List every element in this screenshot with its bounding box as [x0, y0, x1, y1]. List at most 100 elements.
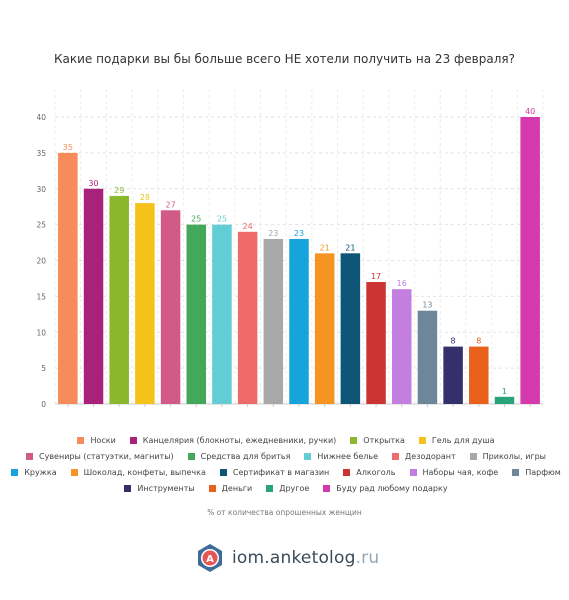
- legend-label: Открытка: [363, 435, 405, 445]
- legend-label: Другое: [279, 483, 310, 493]
- legend-item[interactable]: Открытка: [350, 436, 405, 445]
- chart-legend: Носки Канцелярия (блокноты, ежедневники, …: [11, 432, 561, 496]
- bar-value-label: 23: [294, 229, 304, 238]
- legend-label: Нижнее белье: [317, 451, 379, 461]
- legend-row: Сувениры (статуэтки, магниты) Средства дл…: [26, 448, 546, 464]
- legend-item[interactable]: Сувениры (статуэтки, магниты): [26, 452, 174, 461]
- legend-item[interactable]: Кружка: [11, 468, 57, 477]
- bar: [494, 396, 515, 404]
- legend-swatch: [266, 484, 274, 492]
- legend-label: Инструменты: [137, 483, 195, 493]
- bar-value-label: 30: [88, 179, 98, 188]
- legend-swatch: [124, 484, 132, 492]
- bar-value-label: 24: [243, 222, 253, 231]
- legend-label: Сувениры (статуэтки, магниты): [39, 451, 174, 461]
- y-tick-label: 5: [41, 364, 46, 373]
- bar: [366, 282, 386, 404]
- bar: [109, 195, 129, 404]
- bar: [417, 310, 438, 404]
- legend-swatch: [208, 484, 216, 492]
- legend-swatch: [512, 468, 520, 476]
- legend-swatch: [350, 436, 358, 444]
- legend-swatch: [219, 468, 227, 476]
- bar: [289, 238, 309, 404]
- legend-item[interactable]: Буду рад любому подарку: [323, 483, 448, 493]
- legend-item[interactable]: Парфюм: [512, 468, 561, 477]
- legend-item[interactable]: Дезодорант: [392, 452, 456, 461]
- bar-value-label: 16: [397, 279, 407, 288]
- logo-text-suffix: .ru: [355, 548, 380, 568]
- legend-label: Деньги: [221, 483, 253, 493]
- legend-item[interactable]: Средства для бритья: [187, 451, 291, 461]
- y-tick-label: 10: [36, 328, 46, 337]
- bar-value-label: 13: [422, 301, 432, 310]
- legend-label: Алкоголь: [356, 467, 396, 477]
- legend-item[interactable]: Нижнее белье: [304, 452, 378, 461]
- bar-value-label: 8: [451, 337, 456, 346]
- logo-text: iom.anketolog.ru: [232, 548, 379, 568]
- y-tick-label: 40: [36, 113, 46, 122]
- y-tick-label: 20: [36, 257, 46, 266]
- legend-swatch: [409, 468, 417, 476]
- legend-item[interactable]: Шоколад, конфеты, выпечка: [70, 468, 206, 477]
- legend-swatch: [26, 452, 33, 460]
- y-tick-label: 30: [36, 185, 46, 194]
- bar: [58, 152, 78, 404]
- bar-value-label: 29: [114, 186, 124, 195]
- bar-value-label: 17: [371, 272, 381, 281]
- legend-item[interactable]: Другое: [266, 484, 309, 493]
- y-tick-label: 15: [36, 292, 46, 301]
- chart-footnote: % от количества опрошенных женщин: [207, 508, 362, 517]
- legend-item[interactable]: Гель для душа: [418, 435, 495, 445]
- legend-label: Сертификат в магазин: [232, 467, 330, 477]
- logo-icon-letter: А: [206, 554, 214, 565]
- bar-value-label: 27: [165, 200, 175, 209]
- legend-label: Гель для душа: [431, 435, 495, 445]
- legend-label: Дезодорант: [405, 451, 456, 461]
- bar-value-label: 21: [320, 243, 330, 252]
- legend-item[interactable]: Приколы, игры: [469, 452, 546, 461]
- bar-value-label: 28: [140, 193, 150, 202]
- bar: [340, 253, 361, 404]
- bar-value-label: 25: [191, 215, 201, 224]
- bar-value-label: 1: [502, 387, 507, 396]
- bar: [212, 224, 232, 404]
- legend-swatch: [70, 468, 78, 476]
- logo-text-main: iom.anketolog: [232, 548, 356, 568]
- bar: [160, 210, 181, 404]
- bar: [520, 117, 540, 404]
- legend-item[interactable]: Наборы чая, кофе: [409, 468, 498, 477]
- legend-swatch: [392, 452, 400, 460]
- bar: [314, 253, 335, 404]
- legend-item[interactable]: Носки: [77, 435, 116, 445]
- legend-swatch: [11, 468, 19, 476]
- legend-item[interactable]: Инструменты: [124, 483, 195, 493]
- legend-label: Средства для бритья: [200, 451, 291, 461]
- legend-item[interactable]: Алкоголь: [343, 467, 396, 477]
- bar-value-label: 23: [268, 229, 278, 238]
- bar-value-label: 40: [525, 107, 535, 116]
- legend-item[interactable]: Канцелярия (блокноты, ежедневники, ручки…: [129, 436, 336, 445]
- y-tick-label: 25: [36, 221, 46, 230]
- legend-label: Парфюм: [525, 467, 561, 477]
- bar: [186, 224, 207, 404]
- legend-swatch: [187, 452, 195, 460]
- legend-row: Кружка Шоколад, конфеты, выпечка Сертифика…: [11, 464, 561, 480]
- chart-title: Какие подарки вы бы больше всего НЕ хоте…: [54, 52, 515, 66]
- bar-chart: 0 5 10 15 20 25 30 35 40 35 30 29 28 27 25 25 24 23 23 21 21…: [36, 89, 544, 409]
- bar: [135, 203, 155, 404]
- bar: [237, 231, 258, 404]
- legend-swatch: [129, 436, 137, 444]
- bar-value-label: 25: [217, 215, 227, 224]
- legend-swatch: [418, 436, 426, 444]
- anketolog-logo-icon: А: [198, 544, 222, 572]
- legend-label: Буду рад любому подарку: [336, 483, 448, 493]
- legend-item[interactable]: Деньги: [208, 483, 253, 493]
- bar-value-label: 35: [63, 143, 73, 152]
- bar-value-label: 21: [345, 243, 355, 252]
- legend-item[interactable]: Сертификат в магазин: [219, 467, 330, 477]
- brand-logo[interactable]: А iom.anketolog.ru: [196, 543, 379, 573]
- legend-swatch: [469, 452, 477, 460]
- y-tick-label: 0: [41, 400, 46, 409]
- legend-label: Носки: [90, 435, 116, 445]
